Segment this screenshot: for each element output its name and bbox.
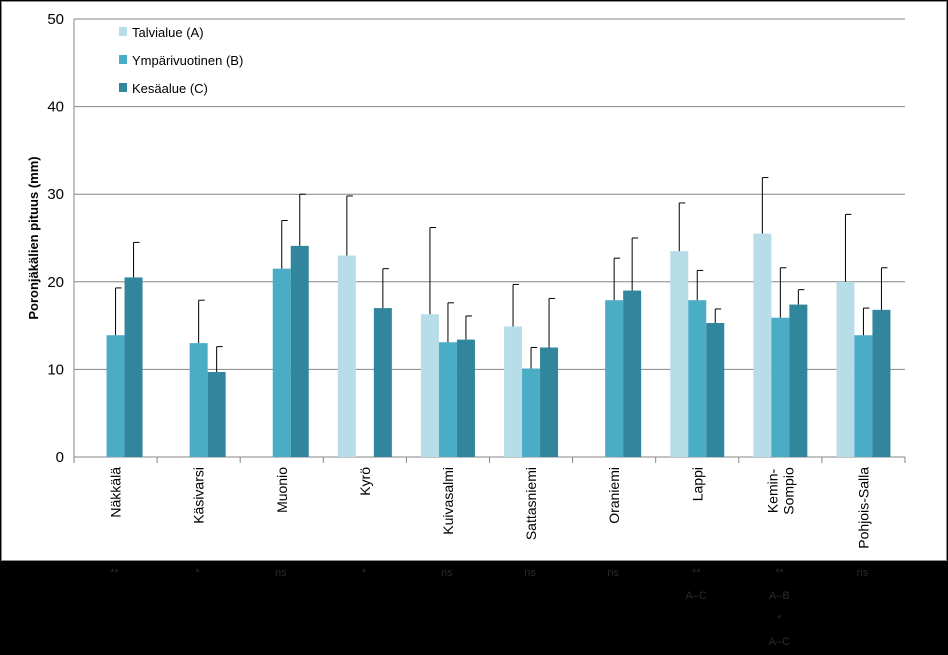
chart-panel: 0 10 20 30 40 50 Poronjäkälien pituus (mm) Näkk… (1, 1, 947, 561)
significance-label: ns (441, 567, 453, 579)
bar-kemin-sompio-talvialue-a (753, 233, 772, 457)
significance-label: ns (856, 567, 869, 579)
bar-lappi-kesäalue-c (706, 322, 725, 457)
bar-kemin-sompio-ympärivuotinen-b (771, 317, 790, 457)
x-tick-label-oraniemi: Oraniemi (606, 467, 622, 524)
x-tick-label-lappi: Lappi (689, 467, 705, 501)
bar-pohjois-salla-ympärivuotinen-b (854, 335, 873, 457)
x-tick-label-näkkälä: Näkkälä (108, 467, 124, 518)
bar-näkkälä-ympärivuotinen-b (106, 335, 125, 457)
bar-oraniemi-kesäalue-c (623, 290, 642, 457)
legend-label-talvialue-a: Talvialue (A) (132, 25, 204, 40)
bar-muonio-kesäalue-c (290, 245, 309, 457)
x-tick-label-kemin-sompio: Kemin-Sompio (764, 467, 796, 515)
y-tick-label: 40 (47, 99, 64, 116)
x-tick-label-sattasniemi: Sattasniemi (523, 467, 539, 540)
x-tick-label-käsivarsi: Käsivarsi (191, 467, 207, 524)
bar-muonio-ympärivuotinen-b (272, 268, 291, 457)
y-tick-label: 30 (47, 186, 64, 203)
bar-oraniemi-ympärivuotinen-b (605, 300, 624, 457)
bar-kemin-sompio-kesäalue-c (789, 304, 808, 457)
bar-chart: 0 10 20 30 40 50 Poronjäkälien pituus (mm) Näkk… (26, 11, 906, 549)
y-axis-label: Poronjäkälien pituus (mm) (26, 156, 41, 319)
legend-swatch-ympärivuotinen-b (119, 55, 127, 64)
y-tick-label: 10 (47, 361, 64, 378)
significance-label: ns (274, 567, 287, 579)
bar-sattasniemi-ympärivuotinen-b (522, 368, 541, 457)
bar-lappi-ympärivuotinen-b (688, 300, 707, 457)
significance-label: ** (110, 567, 119, 579)
significance-label: ** (691, 567, 701, 579)
bar-sattasniemi-talvialue-a (504, 326, 523, 457)
significance-label: A–C (768, 636, 791, 648)
x-tick-label-kuivasalmi: Kuivasalmi (440, 467, 456, 535)
significance-label: * (361, 567, 366, 579)
significance-label: A–B (768, 590, 790, 602)
bar-kuivasalmi-talvialue-a (420, 314, 439, 457)
bar-näkkälä-kesäalue-c (124, 277, 143, 457)
bar-kyrö-talvialue-a (337, 255, 356, 457)
significance-label: ** (775, 567, 784, 579)
bar-kuivasalmi-kesäalue-c (456, 339, 475, 457)
significance-label: ns (524, 567, 536, 579)
x-tick-label-pohjois-salla: Pohjois-Salla (855, 467, 871, 549)
bar-sattasniemi-kesäalue-c (540, 347, 559, 457)
x-tick-label-kyrö: Kyrö (357, 467, 373, 496)
bar-käsivarsi-kesäalue-c (207, 372, 226, 457)
bar-kyrö-kesäalue-c (373, 308, 392, 457)
y-tick-label: 50 (47, 11, 64, 28)
significance-label: * (777, 613, 782, 625)
bar-lappi-talvialue-a (670, 251, 689, 457)
bar-käsivarsi-ympärivuotinen-b (189, 343, 208, 457)
legend-label-ympärivuotinen-b: Ympärivuotinen (B) (132, 53, 243, 68)
significance-label: A–C (685, 590, 707, 602)
x-tick-label-muonio: Muonio (274, 467, 290, 513)
legend-swatch-kesäalue-c (119, 83, 127, 92)
bar-kuivasalmi-ympärivuotinen-b (438, 342, 457, 457)
legend-swatch-talvialue-a (119, 27, 127, 36)
bar-pohjois-salla-kesäalue-c (872, 309, 891, 457)
bar-pohjois-salla-talvialue-a (836, 281, 855, 457)
y-tick-label: 0 (56, 449, 64, 466)
y-tick-label: 20 (47, 274, 64, 291)
significance-label: * (195, 567, 200, 579)
legend-label-kesäalue-c: Kesäalue (C) (132, 81, 208, 96)
significance-label: ns (607, 567, 619, 579)
